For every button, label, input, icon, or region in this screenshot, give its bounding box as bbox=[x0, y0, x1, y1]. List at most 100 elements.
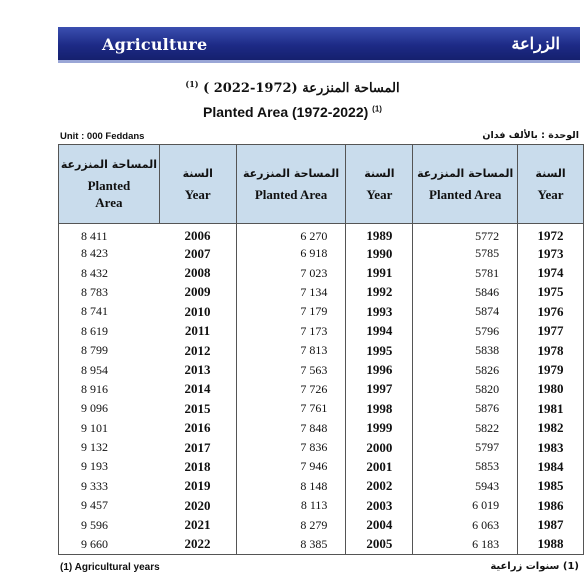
table-row: 8 619 2011 7 173 1994 5796 1977 bbox=[58, 321, 584, 341]
year-cell: 1992 bbox=[345, 282, 414, 303]
year-cell: 2020 bbox=[159, 496, 237, 516]
table-row: 9 193 2018 7 946 2001 5853 1984 bbox=[58, 457, 584, 477]
area-cell: 5826 bbox=[475, 362, 500, 377]
area-cell: 7 134 bbox=[300, 284, 328, 299]
year-cell: 2022 bbox=[159, 534, 237, 555]
area-cell: 5797 bbox=[475, 440, 500, 455]
area-cell: 9 660 bbox=[58, 534, 160, 555]
table-row: 9 096 2015 7 761 1998 5876 1981 bbox=[58, 399, 584, 419]
year-cell: 1998 bbox=[345, 399, 414, 419]
table-row: 8 741 2010 7 179 1993 5874 1976 bbox=[58, 302, 584, 322]
year-cell: 2017 bbox=[159, 437, 237, 458]
table-header-row: المساحة المنزرعة Planted Area السنة Year … bbox=[58, 144, 584, 224]
year-cell: 2019 bbox=[159, 476, 237, 497]
year-cell: 1999 bbox=[345, 418, 414, 438]
table-row: 8 783 2009 7 134 1992 5846 1975 bbox=[58, 282, 584, 303]
table-body: 8 411 2006 6 270 1989 5772 1972 8 423 2007 6 918… bbox=[58, 223, 584, 555]
area-cell: 5853 bbox=[475, 459, 500, 474]
area-cell: 6 019 bbox=[472, 498, 500, 513]
banner-title-en: Agriculture bbox=[102, 35, 208, 54]
year-cell: 1977 bbox=[517, 321, 584, 341]
footnote-ar: (1) سنوات زراعية bbox=[490, 561, 579, 572]
area-cell: 7 946 bbox=[300, 459, 328, 474]
year-cell: 2018 bbox=[159, 457, 237, 477]
area-cell: 5846 bbox=[475, 284, 500, 299]
year-cell: 2008 bbox=[159, 263, 237, 283]
year-cell: 1994 bbox=[345, 321, 414, 341]
year-cell: 1982 bbox=[517, 418, 584, 438]
area-cell: 9 457 bbox=[58, 496, 160, 516]
unit-label-ar: الوحدة : بالألف فدان bbox=[482, 130, 579, 141]
area-cell: 8 411 bbox=[58, 223, 160, 244]
area-cell: 8 385 bbox=[236, 534, 346, 555]
table-row: 9 596 2021 8 279 2004 6 063 1987 bbox=[58, 515, 584, 535]
area-cell: 5838 bbox=[475, 343, 500, 358]
area-cell: 7 813 bbox=[300, 343, 328, 358]
area-cell: 5785 bbox=[475, 246, 500, 261]
year-cell: 2011 bbox=[159, 321, 237, 341]
area-cell: 5822 bbox=[475, 420, 500, 435]
title-en-text: Planted Area (1972-2022) bbox=[203, 104, 369, 120]
section-banner: Agriculture الزراعة bbox=[58, 27, 580, 63]
area-cell: 7 726 bbox=[300, 381, 328, 396]
year-cell: 1976 bbox=[517, 302, 584, 322]
area-cell: 9 596 bbox=[58, 515, 160, 535]
area-cell: 5772 bbox=[475, 228, 500, 243]
year-cell: 2013 bbox=[159, 360, 237, 380]
area-cell: 8 279 bbox=[300, 517, 328, 532]
area-cell: 7 836 bbox=[300, 440, 328, 455]
table-row: 9 660 2022 8 385 2005 6 183 1988 bbox=[58, 534, 584, 555]
area-cell: 6 183 bbox=[412, 534, 518, 555]
header-area-1: المساحة المنزرعة Planted Area bbox=[412, 144, 519, 224]
year-cell: 2001 bbox=[345, 457, 414, 477]
year-cell: 2010 bbox=[159, 302, 237, 322]
header-area-2: المساحة المنزرعة Planted Area bbox=[235, 144, 347, 224]
area-cell: 7 761 bbox=[300, 401, 328, 416]
area-cell: 8 148 bbox=[300, 478, 328, 493]
year-cell: 1973 bbox=[517, 244, 584, 264]
table-row: 8 954 2013 7 563 1996 5826 1979 bbox=[58, 360, 584, 380]
year-cell: 1997 bbox=[345, 379, 414, 400]
area-cell: 5943 bbox=[475, 478, 500, 493]
area-cell: 8 619 bbox=[58, 321, 160, 341]
area-cell: 8 423 bbox=[58, 244, 160, 264]
area-cell: 9 193 bbox=[58, 457, 160, 477]
area-cell: 8 799 bbox=[58, 340, 160, 361]
header-year-3: السنة Year bbox=[158, 144, 237, 224]
area-cell: 7 023 bbox=[300, 265, 328, 280]
title-ar-text: المساحة المنزرعة (1972-2022 ) bbox=[203, 81, 400, 97]
unit-label-en: Unit : 000 Feddans bbox=[60, 131, 145, 142]
year-cell: 1990 bbox=[345, 244, 414, 264]
table-row: 9 457 2020 8 113 2003 6 019 1986 bbox=[58, 496, 584, 516]
area-cell: 8 916 bbox=[58, 379, 160, 400]
year-cell: 1984 bbox=[517, 457, 584, 477]
year-cell: 2009 bbox=[159, 282, 237, 303]
year-cell: 2021 bbox=[159, 515, 237, 535]
area-cell: 7 173 bbox=[300, 323, 328, 338]
header-area-3: المساحة المنزرعة Planted Area bbox=[58, 144, 160, 224]
area-cell: 6 918 bbox=[300, 246, 328, 261]
year-cell: 2004 bbox=[345, 515, 414, 535]
area-cell: 7 179 bbox=[300, 304, 328, 319]
area-cell: 8 741 bbox=[58, 302, 160, 322]
table-row: 8 799 2012 7 813 1995 5838 1978 bbox=[58, 340, 584, 361]
area-cell: 5874 bbox=[475, 304, 500, 319]
area-cell: 8 432 bbox=[58, 263, 160, 283]
table-title-ar: (1) المساحة المنزرعة (1972-2022 ) bbox=[0, 79, 585, 96]
area-cell: 9 333 bbox=[58, 476, 160, 497]
area-cell: 7 848 bbox=[300, 420, 328, 435]
area-cell: 8 113 bbox=[300, 498, 328, 513]
year-cell: 1991 bbox=[345, 263, 414, 283]
header-year-2: السنة Year bbox=[345, 144, 414, 224]
year-cell: 1980 bbox=[517, 379, 584, 400]
area-cell: 5781 bbox=[475, 265, 500, 280]
year-cell: 1988 bbox=[517, 534, 584, 555]
area-cell: 9 096 bbox=[58, 399, 160, 419]
year-cell: 1993 bbox=[345, 302, 414, 322]
year-cell: 1979 bbox=[517, 360, 584, 380]
year-cell: 2006 bbox=[159, 223, 237, 244]
title-en-note: (1) bbox=[372, 104, 382, 114]
area-cell: 7 563 bbox=[300, 362, 328, 377]
year-cell: 1974 bbox=[517, 263, 584, 283]
area-cell: 5796 bbox=[475, 323, 500, 338]
